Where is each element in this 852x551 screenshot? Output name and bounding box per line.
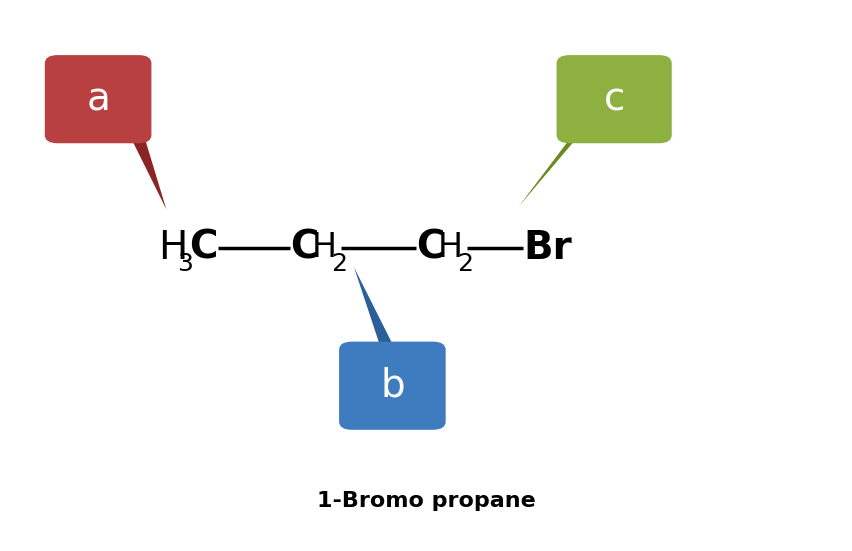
Polygon shape	[518, 132, 581, 207]
Text: 3: 3	[177, 252, 193, 277]
Polygon shape	[354, 267, 394, 347]
Polygon shape	[132, 133, 166, 209]
Text: b: b	[380, 367, 404, 404]
Text: 2: 2	[331, 252, 347, 277]
Text: H: H	[158, 229, 187, 267]
Text: C: C	[416, 229, 444, 267]
Text: H: H	[311, 231, 336, 264]
Text: C: C	[189, 229, 217, 267]
FancyBboxPatch shape	[556, 55, 671, 143]
FancyBboxPatch shape	[45, 55, 152, 143]
Text: c: c	[602, 80, 625, 118]
Text: Br: Br	[522, 229, 571, 267]
Text: C: C	[290, 229, 318, 267]
Text: a: a	[86, 80, 110, 118]
FancyBboxPatch shape	[339, 342, 445, 430]
Text: 1-Bromo propane: 1-Bromo propane	[317, 491, 535, 511]
Text: 2: 2	[457, 252, 473, 277]
Text: H: H	[437, 231, 462, 264]
